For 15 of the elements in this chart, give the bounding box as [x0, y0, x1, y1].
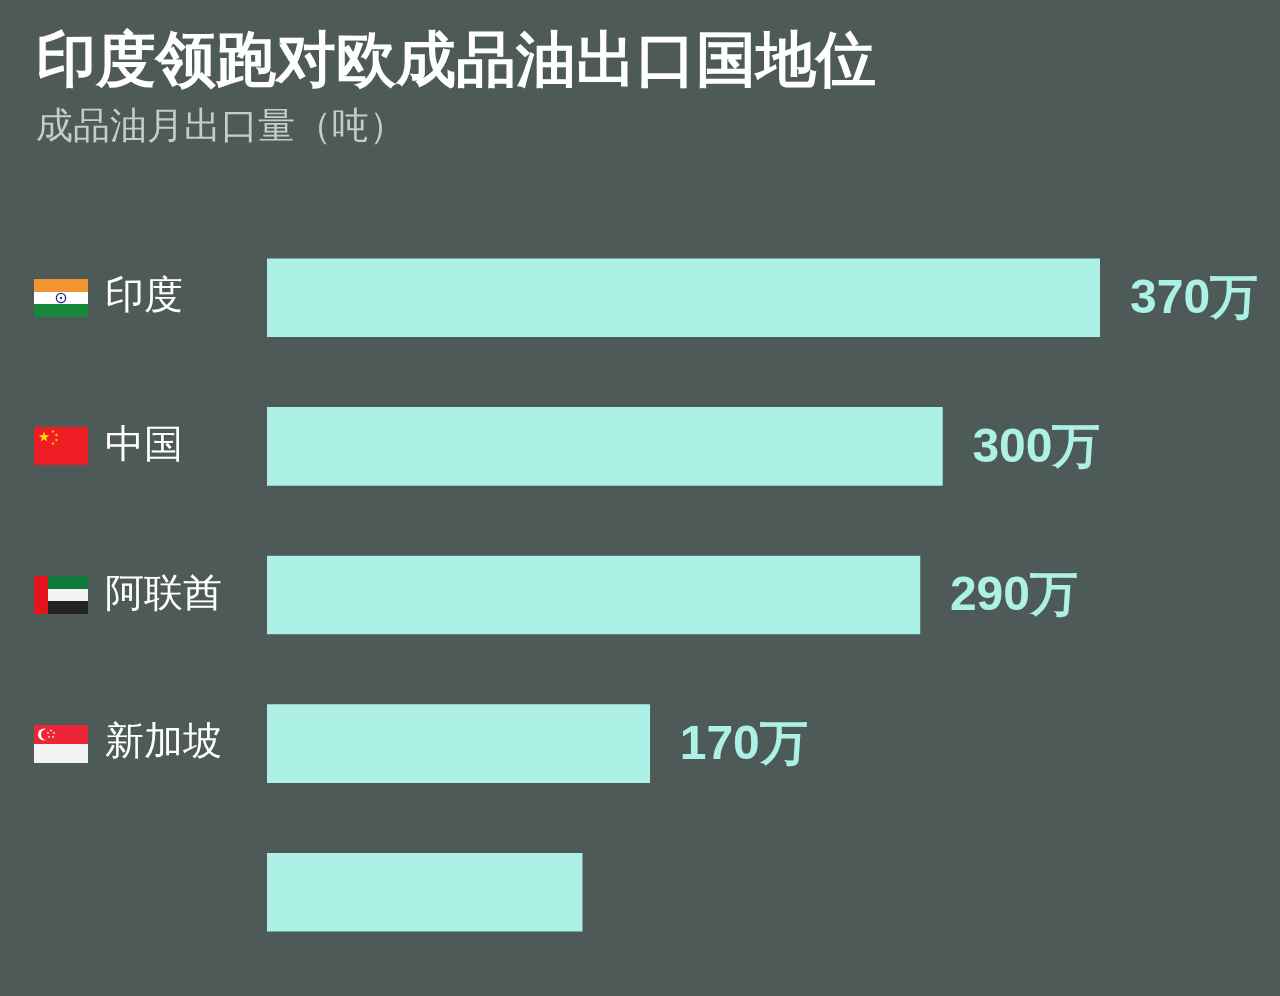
chart-title: 印度领跑对欧成品油出口国地位 [36, 25, 876, 95]
y-tick-label: 阿联酋 [105, 570, 222, 614]
data-label: 300万 [972, 418, 1101, 472]
data-label: 170万 [679, 715, 808, 769]
data-label: 290万 [949, 567, 1078, 621]
bar [267, 407, 943, 486]
y-tick-label: 中国 [105, 422, 183, 466]
bar [267, 704, 651, 783]
chart-subtitle: 成品油月出口量（吨） [36, 104, 406, 148]
y-tick-label: 印度 [105, 273, 183, 317]
y-tick-label: 新加坡 [105, 719, 222, 763]
bar [267, 852, 583, 932]
bar [267, 258, 1100, 338]
bar [267, 555, 921, 635]
data-label: 370万 [1130, 269, 1259, 323]
